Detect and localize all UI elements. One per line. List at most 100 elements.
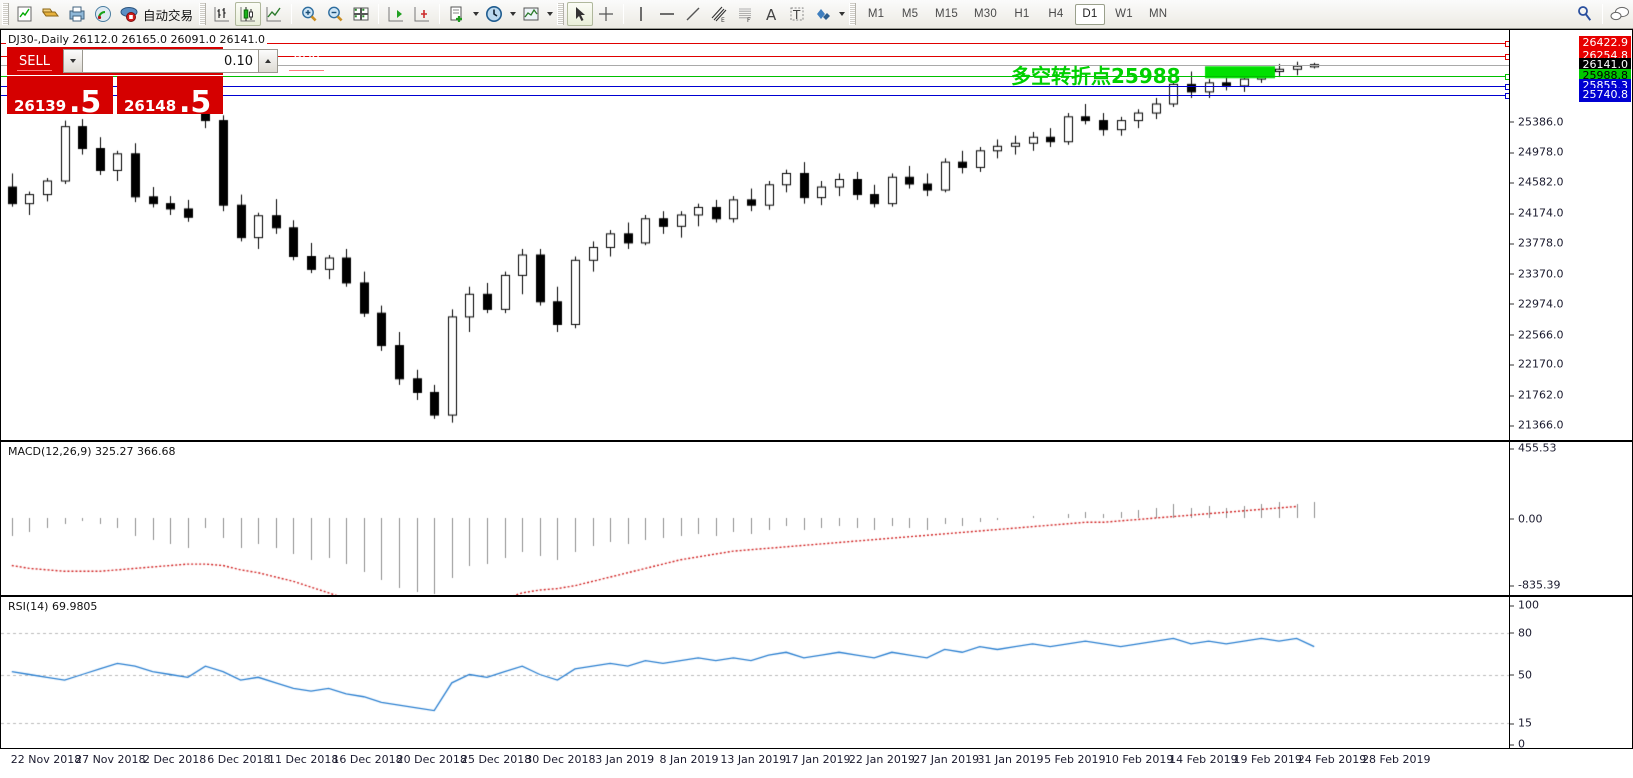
rsi-plot[interactable] xyxy=(1,597,1509,748)
timeframe-h1[interactable]: H1 xyxy=(1014,8,1030,20)
rsi-pane[interactable]: RSI(14) 69.9805 100 80 50 15 0 xyxy=(0,596,1633,751)
shapes-dropdown-caret[interactable] xyxy=(836,2,847,26)
octp-price-row: 26139 .5 26148 .5 xyxy=(7,76,223,118)
rsi-y-tick: 100 xyxy=(1510,598,1539,612)
auto-scroll-icon[interactable] xyxy=(383,2,409,26)
templates-icon[interactable] xyxy=(518,2,544,26)
templates-dropdown-caret[interactable] xyxy=(544,2,555,26)
periods-dropdown-caret[interactable] xyxy=(507,2,518,26)
indicators-dropdown-caret[interactable] xyxy=(470,2,481,26)
chart-shift-icon[interactable] xyxy=(409,2,435,26)
pivot-line-25988[interactable] xyxy=(1,74,1509,81)
volume-input[interactable] xyxy=(83,49,258,73)
timeframe-m30[interactable]: M30 xyxy=(974,8,997,20)
price-y-tick: 22170.0 xyxy=(1510,357,1564,371)
toolbar-grip-4[interactable] xyxy=(849,3,857,25)
date-tick: 27 Jan 2019 xyxy=(913,753,980,766)
buy-button[interactable]: BUY xyxy=(279,47,334,75)
price-tag-current: 26141.0 xyxy=(1578,57,1631,72)
autotrade-icon[interactable] xyxy=(116,2,142,26)
price-pane[interactable]: 多空转折点25988 DJ30-,Daily 26112.0 26165.0 2… xyxy=(0,29,1633,441)
print-icon[interactable] xyxy=(64,2,90,26)
tile-windows-icon[interactable] xyxy=(348,2,374,26)
fibonacci-icon[interactable]: F xyxy=(732,2,758,26)
indicators-icon[interactable] xyxy=(444,2,470,26)
octp-controls-row: SELL BUY xyxy=(7,47,324,75)
date-tick: 31 Jan 2019 xyxy=(977,753,1044,766)
timeframe-h4[interactable]: H4 xyxy=(1048,8,1064,20)
horizontal-line-icon[interactable] xyxy=(654,2,680,26)
volume-increase-button[interactable] xyxy=(258,49,278,73)
price-y-tick: 24174.0 xyxy=(1510,206,1564,220)
sell-price-box[interactable]: 26139 .5 xyxy=(7,76,113,118)
timeframe-w1[interactable]: W1 xyxy=(1115,8,1133,20)
crosshair-icon[interactable] xyxy=(593,2,619,26)
candlestick-chart-icon[interactable] xyxy=(235,2,262,26)
timeframe-m15[interactable]: M15 xyxy=(935,8,958,20)
resistance-line-26254[interactable] xyxy=(1,54,1509,61)
trendline-icon[interactable] xyxy=(680,2,706,26)
text-label-icon[interactable]: A xyxy=(758,2,784,26)
resistance-line-26422[interactable] xyxy=(1,41,1509,48)
rsi-y-axis[interactable]: 100 80 50 15 0 xyxy=(1509,597,1632,751)
zoom-out-icon[interactable] xyxy=(322,2,348,26)
sell-button[interactable]: SELL xyxy=(7,47,62,75)
date-axis[interactable]: 22 Nov 2018 27 Nov 2018 2 Dec 2018 6 Dec 20… xyxy=(0,749,1633,778)
text-box-icon[interactable]: T xyxy=(784,2,810,26)
macd-title: MACD(12,26,9) 325.27 366.68 xyxy=(6,445,178,458)
equidistant-channel-icon[interactable]: E xyxy=(706,2,732,26)
timeframe-m1[interactable]: M1 xyxy=(867,8,885,20)
chart-annotation-label[interactable]: 多空转折点25988 xyxy=(1011,64,1181,89)
price-tag-25740: 25740.8 xyxy=(1578,87,1631,102)
signals-icon[interactable] xyxy=(90,2,116,26)
chart-area[interactable]: 多空转折点25988 DJ30-,Daily 26112.0 26165.0 2… xyxy=(0,29,1633,778)
line-handle[interactable] xyxy=(1505,41,1509,48)
support-line-25740[interactable] xyxy=(1,92,1509,99)
support-line-25855[interactable] xyxy=(1,84,1509,91)
toolbar-grip-3[interactable] xyxy=(557,3,565,25)
vertical-line-icon[interactable] xyxy=(628,2,654,26)
open-profile-icon[interactable] xyxy=(38,2,64,26)
price-y-tick: 25386.0 xyxy=(1510,115,1564,129)
timeframe-m5[interactable]: M5 xyxy=(901,8,919,20)
volume-decrease-button[interactable] xyxy=(63,49,83,73)
macd-plot[interactable] xyxy=(1,442,1509,595)
volume-stepper[interactable] xyxy=(63,49,278,73)
price-y-axis[interactable]: 25386.0 24978.0 24582.0 24174.0 23778.0 23370… xyxy=(1509,30,1632,440)
macd-y-tick: 0.00 xyxy=(1510,512,1543,525)
price-y-tick: 23370.0 xyxy=(1510,267,1564,281)
timeframe-mn[interactable]: MN xyxy=(1148,8,1168,20)
chart-title: DJ30-,Daily 26112.0 26165.0 26091.0 2614… xyxy=(6,33,267,46)
svg-text:A: A xyxy=(766,6,777,24)
shapes-icon[interactable] xyxy=(810,2,836,26)
line-handle[interactable] xyxy=(1505,74,1509,81)
date-tick: 17 Jan 2019 xyxy=(784,753,851,766)
price-plot[interactable]: 多空转折点25988 xyxy=(1,30,1509,440)
one-click-trading-panel[interactable]: SELL BUY 26139 .5 26148 .5 xyxy=(7,47,324,118)
date-tick: 20 Dec 2018 xyxy=(396,753,467,766)
chat-icon[interactable] xyxy=(1607,2,1633,26)
date-tick: 16 Dec 2018 xyxy=(332,753,403,766)
rsi-y-tick: 0 xyxy=(1510,737,1525,751)
macd-y-axis[interactable]: 455.53 0.00 -835.39 xyxy=(1509,442,1632,595)
line-handle[interactable] xyxy=(1505,92,1509,99)
autotrade-label[interactable]: 自动交易 xyxy=(143,7,194,23)
bar-chart-icon[interactable] xyxy=(209,2,235,26)
search-icon[interactable] xyxy=(1572,2,1598,26)
macd-pane[interactable]: MACD(12,26,9) 325.27 366.68 455.53 0.00 -8… xyxy=(0,441,1633,596)
line-chart-icon[interactable] xyxy=(261,2,287,26)
toolbar-grip-1[interactable] xyxy=(2,3,9,25)
line-handle[interactable] xyxy=(1505,84,1509,91)
rsi-title: RSI(14) 69.9805 xyxy=(6,600,100,613)
toolbar-grip-2[interactable] xyxy=(199,3,207,25)
timeframe-d1[interactable]: D1 xyxy=(1074,3,1105,25)
new-chart-icon[interactable] xyxy=(12,2,38,26)
periods-icon[interactable] xyxy=(481,2,507,26)
cursor-icon[interactable] xyxy=(567,2,594,26)
line-handle[interactable] xyxy=(1505,54,1509,61)
macd-y-tick: 455.53 xyxy=(1510,441,1557,455)
date-tick: 27 Nov 2018 xyxy=(75,753,146,766)
buy-price-box[interactable]: 26148 .5 xyxy=(117,76,223,118)
zoom-in-icon[interactable] xyxy=(296,2,322,26)
